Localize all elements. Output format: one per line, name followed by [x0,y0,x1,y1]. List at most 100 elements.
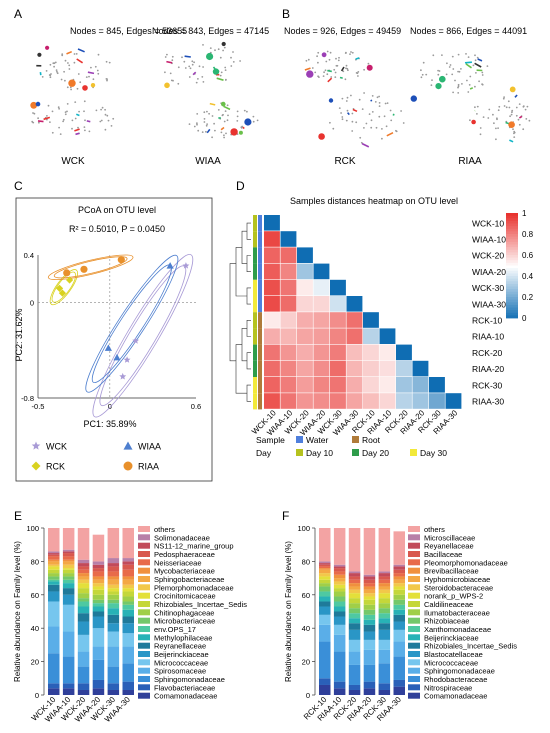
network-edge [304,67,311,71]
heatmap-day-strip [253,344,257,361]
bar-segment [92,616,105,629]
network-node [517,118,520,121]
bar-segment [363,681,376,689]
bar-segment [107,683,120,690]
network-node [446,62,448,65]
colorbar-step [506,241,518,245]
network-node [76,87,79,90]
heatmap-cell [297,393,313,409]
dendrogram-branch [229,263,236,362]
network-node [223,120,226,123]
network-hub-node [410,95,417,102]
network-node [460,68,462,70]
bar-segment [62,569,75,574]
bar-legend-label: others [154,525,175,534]
bar-segment [62,594,75,605]
bar-segment [348,629,361,640]
network-node [469,75,472,78]
network-node [425,73,428,76]
network-node [97,72,100,75]
bar-segment [319,624,331,642]
network-node [236,120,239,122]
bar-legend-label: Methylophilaceae [154,633,212,642]
bar-segment [92,679,105,689]
network-node [96,69,99,72]
pcoa-legend-label: WCK [46,442,67,452]
network-node [32,112,34,114]
network-edge [37,120,44,123]
bar-segment [378,571,391,574]
heatmap-cell [313,360,330,377]
network-node [342,70,345,73]
bar-segment [319,563,331,565]
bar-segment [107,584,120,589]
bar-segment [393,641,405,657]
network-edge [327,69,332,73]
bar-legend-swatch [138,601,150,607]
network-node [62,120,64,123]
heatmap-sample-strip [258,215,262,232]
dendrogram-branch [235,247,247,297]
colorbar-step [506,281,518,285]
network-node [74,101,77,103]
bar-legend-swatch [408,526,420,532]
pcoa-legend-label: RCK [46,462,65,472]
bar-segment [333,566,346,569]
network-node [338,107,341,109]
bar-segment [348,623,361,630]
network-node [492,113,494,116]
bar-segment [378,618,391,624]
network-node [345,100,348,102]
bar-segment [92,576,105,580]
bar-segment [319,528,331,562]
network-node [56,70,58,73]
network-hub-node [164,82,170,89]
colorbar-step [506,286,518,290]
network-hub-node [435,83,442,90]
bar-legend-label: Ilumatobacteraceae [424,608,490,617]
network-node [334,76,337,78]
network-node [55,69,58,71]
bar-legend-swatch [408,551,420,557]
pcoa-legend-marker-wiaa [123,441,133,450]
bar-segment [333,574,346,579]
bar-segment [62,688,75,695]
bar-segment [378,629,391,640]
bar-segment [48,554,60,557]
network-node [341,118,344,121]
bar-segment [348,618,361,624]
pcoa-point-wiaa [166,262,174,269]
network-hub-node [439,75,446,83]
bar-segment [348,651,361,665]
bar-legend-swatch [408,601,420,607]
bar-segment [333,581,346,585]
network-hub-node [68,79,76,87]
network-node [230,56,232,59]
pcoa-xtick-label: 0.6 [191,402,201,411]
bar-segment [92,561,105,565]
pcoa-legend-marker-rck [31,461,41,471]
heatmap-cell [346,377,363,393]
network-node [66,110,68,113]
colorbar-step [506,220,518,224]
network-node [31,120,34,123]
bar-segment [92,606,105,612]
network-node [495,138,497,141]
bar-segment [62,579,75,584]
network-node [193,125,196,128]
network-edge [477,58,483,62]
bar-segment [393,599,405,605]
network-node [368,113,371,115]
network-edge [361,142,370,148]
network-edge [74,128,80,132]
network-node [106,114,109,117]
network-node [223,134,225,137]
heatmap-cell [396,377,412,393]
pcoa-ellipse-riaa [47,254,134,281]
bar-legend-swatch [408,634,420,641]
network-node [58,126,60,129]
bar-segment [378,639,391,650]
heatmap-day-strip [253,377,257,394]
network-edge [166,60,173,64]
network-node [191,60,194,63]
